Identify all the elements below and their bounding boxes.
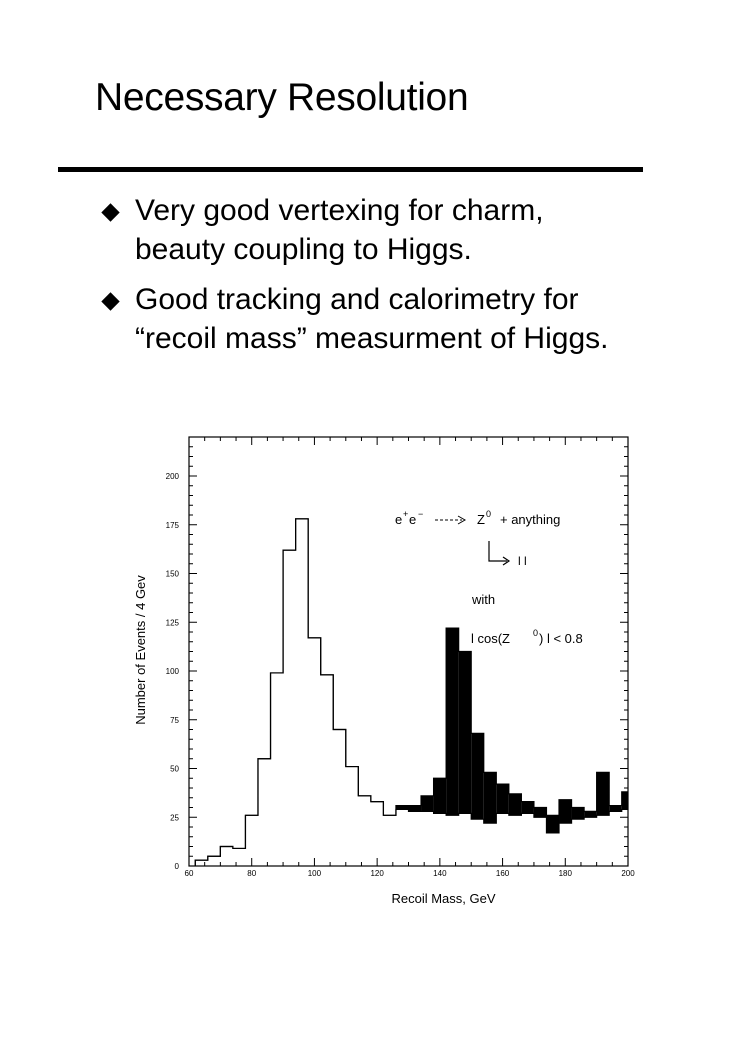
- signal-bin: [483, 772, 497, 824]
- y-tick-label: 175: [166, 521, 180, 530]
- annotation-text: 0: [533, 628, 538, 638]
- y-tick-label: 50: [170, 765, 179, 774]
- annotation-text: + anything: [500, 512, 560, 527]
- signal-bin: [546, 815, 560, 833]
- signal-bin: [559, 799, 572, 824]
- y-axis-label: Number of Events / 4 Gev: [133, 575, 148, 725]
- y-tick-label: 100: [166, 667, 180, 676]
- title-rule: [58, 167, 643, 172]
- annotation-text: +: [403, 509, 408, 519]
- signal-bin: [458, 651, 472, 814]
- x-tick-label: 100: [308, 869, 322, 878]
- y-tick-label: 200: [166, 472, 180, 481]
- signal-bin: [395, 805, 409, 810]
- signal-bin: [433, 778, 447, 814]
- annotation-text: −: [418, 509, 423, 519]
- annotation-text: with: [471, 592, 495, 607]
- signal-bin: [621, 791, 628, 810]
- x-axis-label: Recoil Mass, GeV: [391, 891, 495, 906]
- annotation-text: Z: [477, 512, 485, 527]
- signal-bin: [609, 805, 622, 812]
- x-tick-label: 140: [433, 869, 447, 878]
- y-tick-label: 0: [175, 862, 180, 871]
- background-histogram-line: [194, 518, 628, 866]
- y-tick-label: 25: [170, 813, 179, 822]
- signal-bin: [521, 801, 534, 814]
- signal-bin: [408, 805, 422, 812]
- annotation-text: l cos(Z: [471, 631, 510, 646]
- signal-bin: [496, 784, 509, 814]
- y-tick-label: 75: [170, 716, 179, 725]
- x-tick-label: 60: [185, 869, 194, 878]
- signal-bin: [584, 811, 597, 818]
- signal-bin: [571, 807, 585, 820]
- annotation-text: 0: [486, 509, 491, 519]
- y-tick-label: 150: [166, 570, 180, 579]
- arrow-icon: [502, 556, 511, 566]
- arrow-icon: [457, 515, 467, 525]
- bullet-line: Very good vertexing for charm,: [135, 194, 544, 227]
- signal-bin: [596, 772, 610, 816]
- signal-bin: [471, 733, 484, 820]
- signal-bin: [533, 807, 547, 818]
- x-tick-label: 180: [559, 869, 573, 878]
- signal-bin: [508, 793, 522, 816]
- decay-arrow-line: [488, 541, 507, 562]
- slide-title: Necessary Resolution: [95, 76, 469, 119]
- x-tick-label: 80: [247, 869, 256, 878]
- bullet-line: Good tracking and calorimetry for: [135, 283, 579, 316]
- annotation-text: l l: [518, 554, 527, 568]
- signal-bin: [421, 795, 434, 812]
- y-tick-label: 125: [166, 618, 180, 627]
- annotation-text: ) l < 0.8: [539, 631, 583, 646]
- signal-bin: [446, 628, 459, 816]
- bullet-line: beauty coupling to Higgs.: [135, 233, 472, 266]
- bullet-line: “recoil mass” measurment of Higgs.: [135, 322, 609, 355]
- annotation-text: e: [395, 512, 402, 527]
- x-tick-label: 200: [621, 869, 635, 878]
- x-tick-label: 160: [496, 869, 510, 878]
- x-tick-label: 120: [370, 869, 384, 878]
- annotation-text: e: [409, 512, 416, 527]
